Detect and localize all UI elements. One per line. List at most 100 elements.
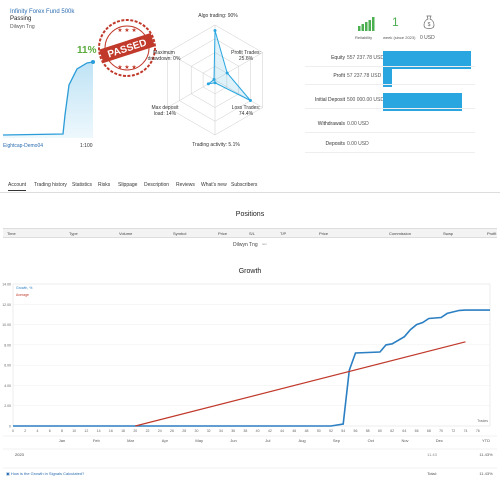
column-header[interactable]: Swap <box>443 231 454 236</box>
svg-text:★ ★ ★: ★ ★ ★ <box>117 27 136 34</box>
stat-divider <box>305 108 475 109</box>
radar-values <box>207 30 251 101</box>
positions-header: Time Type Volume Symbol Price S/L T/P Price Comm… <box>3 228 497 238</box>
account-title[interactable]: Infinity Forex Fund 500k <box>10 9 75 15</box>
max-drawdown-label: Maximum drawdown: 0% <box>147 50 181 62</box>
x-tick-label: 12 <box>84 429 88 433</box>
tab-slippage[interactable]: Slippage <box>118 182 138 188</box>
x-tick-label: 26 <box>170 429 174 433</box>
month-label: Jul <box>265 438 270 443</box>
tab-subscribers[interactable]: Subscribers <box>231 182 258 188</box>
loss-trades-label: Loss Trades: 74.4% <box>231 105 261 117</box>
x-tick-label: 62 <box>390 429 394 433</box>
column-header[interactable]: Type <box>69 231 78 236</box>
x-tick-label: 68 <box>427 429 431 433</box>
x-tick-label: 6 <box>49 429 51 433</box>
tab-what-s-new[interactable]: What's new <box>201 182 227 188</box>
x-tick-label: 66 <box>415 429 419 433</box>
tab-bar: Account Trading history Statistics Risks Sli… <box>0 177 500 193</box>
x-tick-label: 36 <box>231 429 235 433</box>
positions-sub: tern <box>262 242 268 246</box>
x-tick-label: 2 <box>24 429 26 433</box>
radar-point <box>248 98 252 102</box>
y-tick-label: 4.00 <box>4 384 11 388</box>
column-header[interactable]: Volume <box>119 231 133 236</box>
passed-stamp: PASSED ★ ★ ★ ★ ★ ★ <box>98 19 156 77</box>
max-deposit-load-label: Max deposit load: 14% <box>151 105 179 117</box>
x-tick-label: 70 <box>439 429 443 433</box>
reliability-label: Reliability <box>355 35 373 40</box>
ytd-value: 11.43% <box>479 452 493 457</box>
x-tick-label: 42 <box>268 429 272 433</box>
svg-text:★ ★ ★: ★ ★ ★ <box>117 64 136 71</box>
tab-account[interactable]: Account <box>8 182 27 191</box>
account-owner[interactable]: Dilwyn Tng <box>10 24 35 30</box>
column-header[interactable]: Symbol <box>173 231 187 236</box>
radar-point <box>212 77 216 81</box>
stat-label: Initial Deposit <box>314 97 345 103</box>
month-value: 11.43 <box>427 452 437 457</box>
legend-average: Average <box>16 293 29 297</box>
y-tick-label: 6.00 <box>4 364 11 368</box>
month-label: Mar <box>127 438 135 443</box>
profit-trades-label: Profit Trades: 25.6% <box>231 50 261 62</box>
stat-label: Withdrawals <box>317 121 345 127</box>
column-header[interactable]: Price <box>218 231 228 236</box>
account-status: Passing <box>10 16 32 22</box>
x-tick-label: 56 <box>354 429 358 433</box>
total-label: Total: <box>427 471 437 476</box>
column-header[interactable]: Time <box>7 231 16 236</box>
y-tick-label: 14.00 <box>2 283 11 287</box>
broker-server[interactable]: Eightcap-Demo04 <box>3 143 44 149</box>
column-header[interactable]: S/L <box>249 231 256 236</box>
x-tick-label: 22 <box>146 429 150 433</box>
column-header[interactable]: Profit <box>487 231 497 236</box>
month-label: Apr <box>162 438 169 443</box>
y-tick-label: 12.00 <box>2 303 11 307</box>
stat-divider <box>305 84 475 85</box>
column-header[interactable]: Commission <box>389 231 412 236</box>
x-tick-label: 40 <box>256 429 260 433</box>
stat-value: 57 237.78 USD <box>347 73 382 79</box>
tab-statistics[interactable]: Statistics <box>72 182 93 188</box>
x-tick-label: 10 <box>72 429 76 433</box>
tab-risks[interactable]: Risks <box>98 182 111 188</box>
leverage: 1:100 <box>80 143 93 149</box>
column-header[interactable]: Price <box>319 231 329 236</box>
x-axis-label: Trades <box>477 419 488 423</box>
x-tick-label: 28 <box>182 429 186 433</box>
mini-growth-chart <box>3 60 95 138</box>
positions-title: Positions <box>235 211 265 218</box>
x-tick-label: 0 <box>12 429 14 433</box>
stat-label: Equity <box>331 55 345 61</box>
stat-value: 500 000.00 USD <box>347 97 384 103</box>
stat-bar <box>383 93 463 111</box>
y-tick-label: 8.00 <box>4 343 11 347</box>
x-tick-label: 64 <box>402 429 406 433</box>
month-label: Oct <box>368 438 375 443</box>
tab-description[interactable]: Description <box>144 182 170 188</box>
x-tick-label: 54 <box>341 429 345 433</box>
legend-growth: Growth, % <box>16 286 32 290</box>
tab-reviews[interactable]: Reviews <box>176 182 195 188</box>
column-header[interactable]: T/P <box>280 231 287 236</box>
month-label: Feb <box>93 438 101 443</box>
y-tick-label: 0 <box>9 425 11 429</box>
month-label: Dec <box>436 438 443 443</box>
weeks-value: 1 <box>392 15 399 29</box>
subscription-price: 0 USD <box>420 35 435 41</box>
tab-trading-history[interactable]: Trading history <box>34 182 67 188</box>
y-tick-label: 2.00 <box>4 404 11 408</box>
svg-text:$: $ <box>428 22 431 28</box>
month-label: Sep <box>333 438 341 443</box>
growth-percent: 11% <box>77 45 97 56</box>
x-tick-label: 16 <box>109 429 113 433</box>
x-tick-label: 24 <box>158 429 162 433</box>
x-tick-label: 14 <box>97 429 101 433</box>
year-label: 2023 <box>15 452 25 457</box>
x-tick-label: 34 <box>219 429 223 433</box>
stat-value: 0.00 USD <box>347 121 369 127</box>
growth-title: Growth <box>238 268 262 275</box>
x-tick-label: 76 <box>476 429 480 433</box>
stat-bar <box>383 51 472 69</box>
